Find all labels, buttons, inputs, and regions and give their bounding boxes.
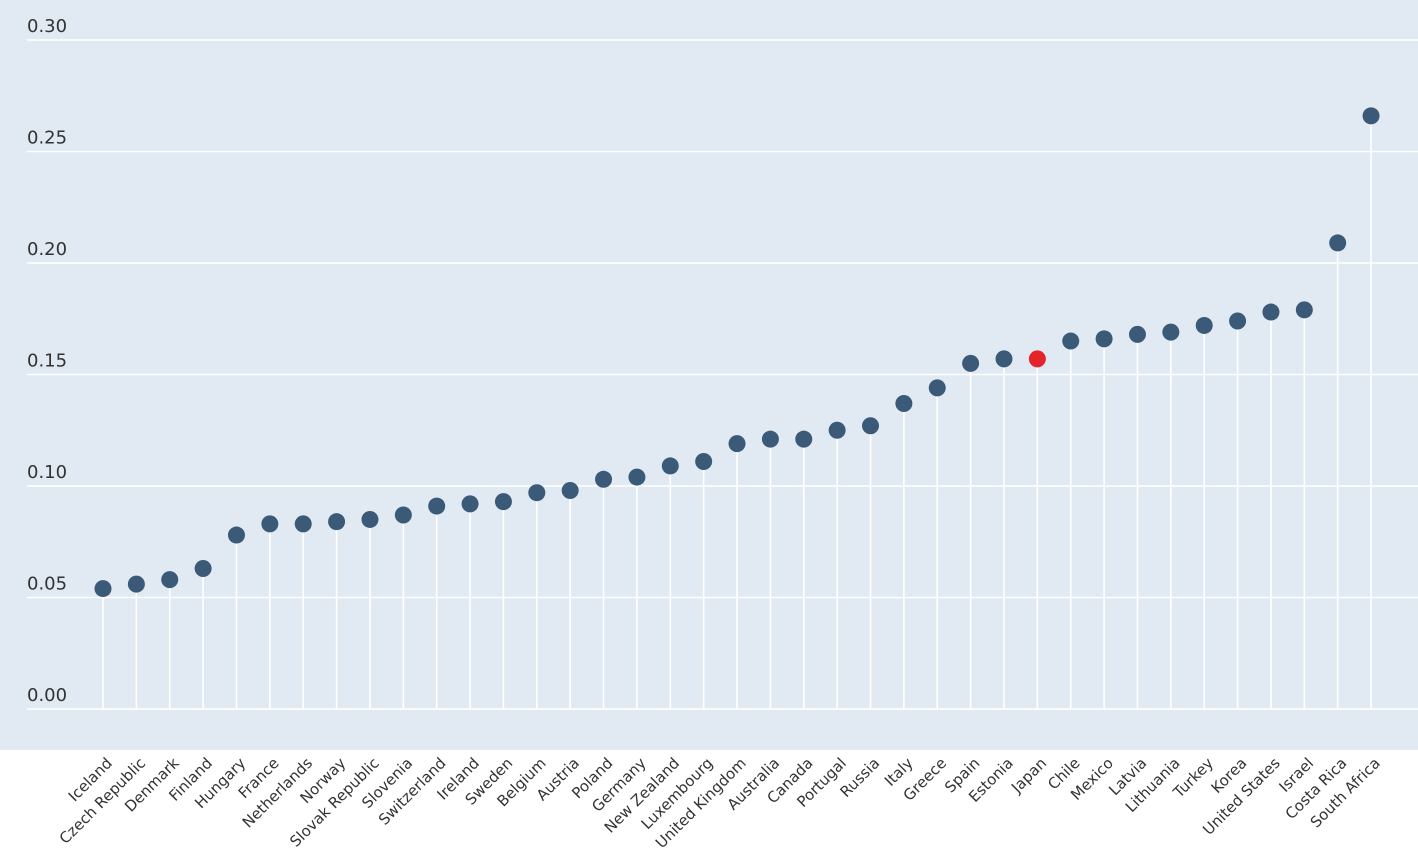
y-axis-tick-labels: 0.00 0.05 0.10 0.15 0.20 0.25 0.30 — [27, 16, 67, 706]
point-iceland — [94, 580, 112, 598]
gridlines — [27, 39, 1418, 710]
point-italy — [895, 394, 913, 412]
y-tick-label-0.10: 0.10 — [27, 462, 67, 483]
y-tick-label-0.00: 0.00 — [27, 685, 67, 706]
point-japan — [1028, 350, 1046, 368]
point-south-africa — [1362, 107, 1380, 125]
point-costa-rica — [1329, 234, 1347, 252]
y-tick-label-0.05: 0.05 — [27, 574, 67, 595]
point-luxembourg — [695, 452, 713, 470]
y-tick-label-0.20: 0.20 — [27, 239, 67, 260]
point-canada — [795, 430, 813, 448]
point-ireland — [461, 495, 479, 513]
point-korea — [1229, 312, 1247, 330]
point-turkey — [1195, 316, 1213, 334]
point-france — [261, 515, 279, 533]
point-chile — [1062, 332, 1080, 350]
point-portugal — [828, 421, 846, 439]
data-points — [94, 107, 1380, 598]
point-slovak-republic — [361, 510, 379, 528]
point-czech-republic — [127, 575, 145, 593]
point-australia — [761, 430, 779, 448]
point-sweden — [494, 493, 512, 511]
point-russia — [862, 417, 880, 435]
point-latvia — [1128, 325, 1146, 343]
point-austria — [561, 481, 579, 499]
point-slovenia — [394, 506, 412, 524]
point-belgium — [528, 484, 546, 502]
point-norway — [328, 513, 346, 531]
point-estonia — [995, 350, 1013, 368]
y-tick-label-0.15: 0.15 — [27, 351, 67, 372]
stems — [102, 115, 1372, 709]
point-finland — [194, 560, 212, 578]
point-lithuania — [1162, 323, 1180, 341]
point-israel — [1295, 301, 1313, 319]
point-new-zealand — [661, 457, 679, 475]
y-tick-label-0.30: 0.30 — [27, 16, 67, 37]
point-poland — [595, 470, 613, 488]
point-mexico — [1095, 330, 1113, 348]
point-united-states — [1262, 303, 1280, 321]
y-tick-label-0.25: 0.25 — [27, 128, 67, 149]
point-united-kingdom — [728, 435, 746, 453]
point-switzerland — [428, 497, 446, 515]
point-greece — [928, 379, 946, 397]
point-hungary — [227, 526, 245, 544]
point-spain — [962, 354, 980, 372]
point-netherlands — [294, 515, 312, 533]
point-denmark — [161, 571, 179, 589]
point-germany — [628, 468, 646, 486]
x-tick-label-japan: Japan — [1007, 754, 1050, 797]
